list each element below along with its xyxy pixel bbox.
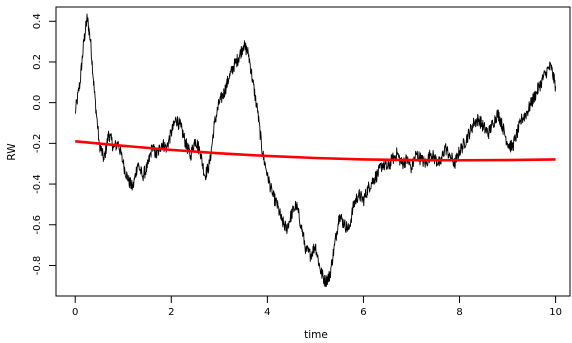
x-tick-label: 6 [360, 307, 366, 318]
x-tick-label: 4 [264, 307, 270, 318]
y-tick-label: -0.6 [32, 215, 43, 235]
x-axis-title: time [304, 329, 328, 341]
y-axis-title: RW [6, 143, 18, 161]
x-tick-label: 0 [72, 307, 78, 318]
smooth-fit-line [75, 140, 556, 162]
x-tick-label: 10 [549, 307, 562, 318]
y-tick-label: 0.0 [32, 95, 43, 111]
series-layer [74, 13, 557, 288]
x-tick-label: 8 [456, 307, 462, 318]
x-tick-label: 2 [168, 307, 174, 318]
y-tick-label: 0.4 [32, 13, 43, 29]
y-axis: -0.8 -0.6 -0.4 -0.2 0.0 0.2 0.4 [32, 13, 57, 276]
x-axis: 0 2 4 6 8 10 [72, 295, 562, 318]
y-tick-label: -0.8 [32, 256, 43, 276]
y-tick-label: -0.4 [32, 174, 43, 194]
y-tick-label: -0.2 [32, 134, 43, 154]
y-tick-label: 0.2 [32, 54, 43, 70]
random-walk-line [74, 13, 557, 288]
